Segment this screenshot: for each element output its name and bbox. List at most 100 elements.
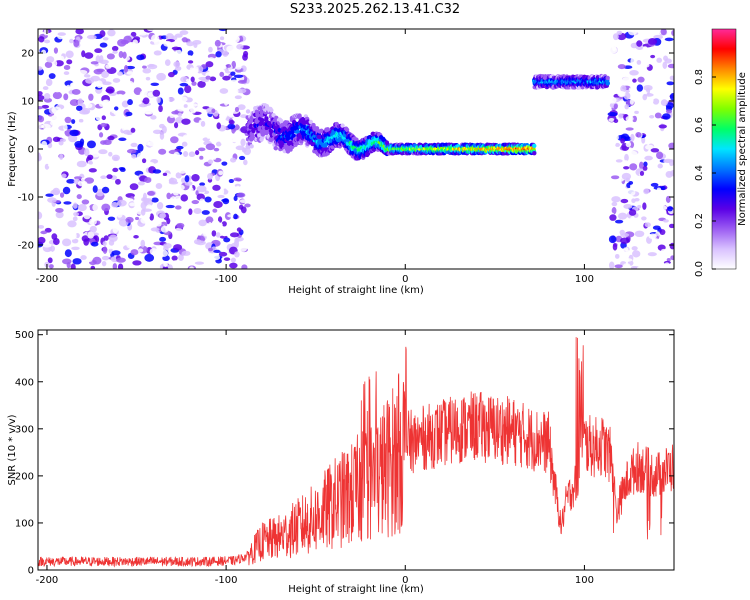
heatmap-cell [100, 164, 110, 171]
heatmap-cell [638, 49, 646, 56]
heatmap-cell [125, 111, 133, 117]
heatmap-cell [121, 125, 129, 132]
heatmap-cell [189, 266, 195, 269]
x-tick-label: -200 [36, 575, 59, 586]
heatmap-cell [150, 44, 157, 50]
heatmap-cell [92, 256, 102, 265]
heatmap-cell [608, 139, 616, 147]
heatmap-cell [38, 105, 44, 110]
x-tick-label: -200 [36, 274, 59, 285]
snr-y-label: SNR (10 * v/v) [7, 414, 18, 485]
heatmap-cell [107, 29, 116, 37]
heatmap-cell [221, 97, 228, 102]
heatmap-cell [635, 99, 641, 107]
heatmap-cell [159, 212, 166, 219]
heatmap-cell [193, 163, 200, 167]
heatmap-cell [145, 210, 151, 219]
heatmap-cell [198, 219, 207, 227]
heatmap-cell [163, 143, 174, 152]
heatmap-cell [631, 246, 638, 251]
heatmap-cell [181, 118, 191, 125]
heatmap-cell [102, 37, 109, 41]
heatmap-cell [209, 36, 215, 42]
heatmap-cell [615, 159, 623, 163]
heatmap-cell [167, 71, 175, 78]
heatmap-cell [230, 157, 237, 163]
heatmap-cell [651, 139, 661, 145]
snr-frame [37, 329, 675, 571]
heatmap-cell [126, 232, 134, 241]
heatmap-cell [145, 161, 155, 166]
heatmap-cell [614, 223, 623, 227]
heatmap-cell [181, 141, 188, 147]
heatmap-cell [171, 110, 180, 115]
heatmap-cell [620, 85, 627, 93]
heatmap-cell [236, 88, 247, 94]
heatmap-cell [108, 239, 115, 246]
heatmap-cell [260, 117, 265, 123]
heatmap-cell [149, 248, 158, 255]
heatmap-cell [222, 204, 230, 209]
heatmap-cell [96, 96, 101, 104]
heatmap-cell [150, 82, 160, 86]
heatmap-cell [622, 160, 629, 167]
colorbar-tick-label: 0.0 [694, 261, 705, 277]
heatmap-cell [625, 115, 634, 122]
heatmap-cell [208, 46, 213, 53]
heatmap-cell [617, 90, 626, 98]
heatmap-cell [188, 151, 196, 158]
heatmap-cell [159, 249, 169, 257]
heatmap-cell [135, 190, 141, 199]
heatmap-cell [62, 186, 71, 195]
heatmap-cell [244, 203, 251, 208]
heatmap-cell [639, 170, 645, 176]
heatmap-cell [239, 245, 248, 252]
heatmap-cell [622, 258, 633, 262]
heatmap-cell [159, 60, 165, 65]
heatmap-cell [131, 153, 137, 159]
y-tick-label: 20 [21, 49, 34, 60]
heatmap-cell [234, 131, 239, 138]
heatmap-cell [640, 250, 651, 257]
heatmap-cell [214, 39, 221, 47]
heatmap-cell [66, 59, 73, 65]
heatmap-cell [107, 216, 116, 221]
heatmap-cell [152, 89, 161, 97]
heatmap-cell [212, 208, 218, 213]
heatmap-cell [228, 120, 235, 125]
heatmap-cell [629, 99, 634, 105]
heatmap-cell [63, 93, 69, 101]
heatmap-cell [150, 115, 157, 120]
heatmap-cell [625, 249, 630, 254]
heatmap-cell [142, 192, 147, 201]
heatmap-cell [663, 159, 673, 163]
heatmap-cell [235, 145, 245, 151]
heatmap-cell [613, 103, 618, 110]
heatmap-cell [38, 153, 42, 161]
heatmap-cell [200, 120, 206, 127]
heatmap-cell [166, 49, 172, 54]
heatmap-cell [642, 70, 651, 78]
heatmap-cell [630, 265, 637, 269]
heatmap-cell [116, 93, 125, 102]
heatmap-cell [628, 180, 634, 185]
heatmap-cell [161, 125, 167, 134]
y-tick-label: 400 [15, 377, 34, 388]
heatmap-cell [216, 122, 221, 130]
heatmap-cell [199, 132, 206, 137]
heatmap-cell [215, 141, 222, 147]
heatmap-cell [87, 154, 94, 160]
heatmap-cell [212, 152, 217, 160]
heatmap-cell [140, 208, 146, 216]
heatmap-cell [612, 33, 619, 41]
heatmap-cell [47, 163, 58, 168]
heatmap-cell [101, 71, 109, 78]
heatmap-cell [65, 210, 73, 216]
heatmap-cell [123, 129, 131, 135]
heatmap-cell [618, 113, 624, 119]
heatmap-cell [660, 99, 668, 107]
heatmap-cell [171, 255, 178, 261]
heatmap-cell [65, 50, 74, 59]
heatmap-cell [107, 135, 115, 141]
heatmap-cell [146, 262, 153, 269]
